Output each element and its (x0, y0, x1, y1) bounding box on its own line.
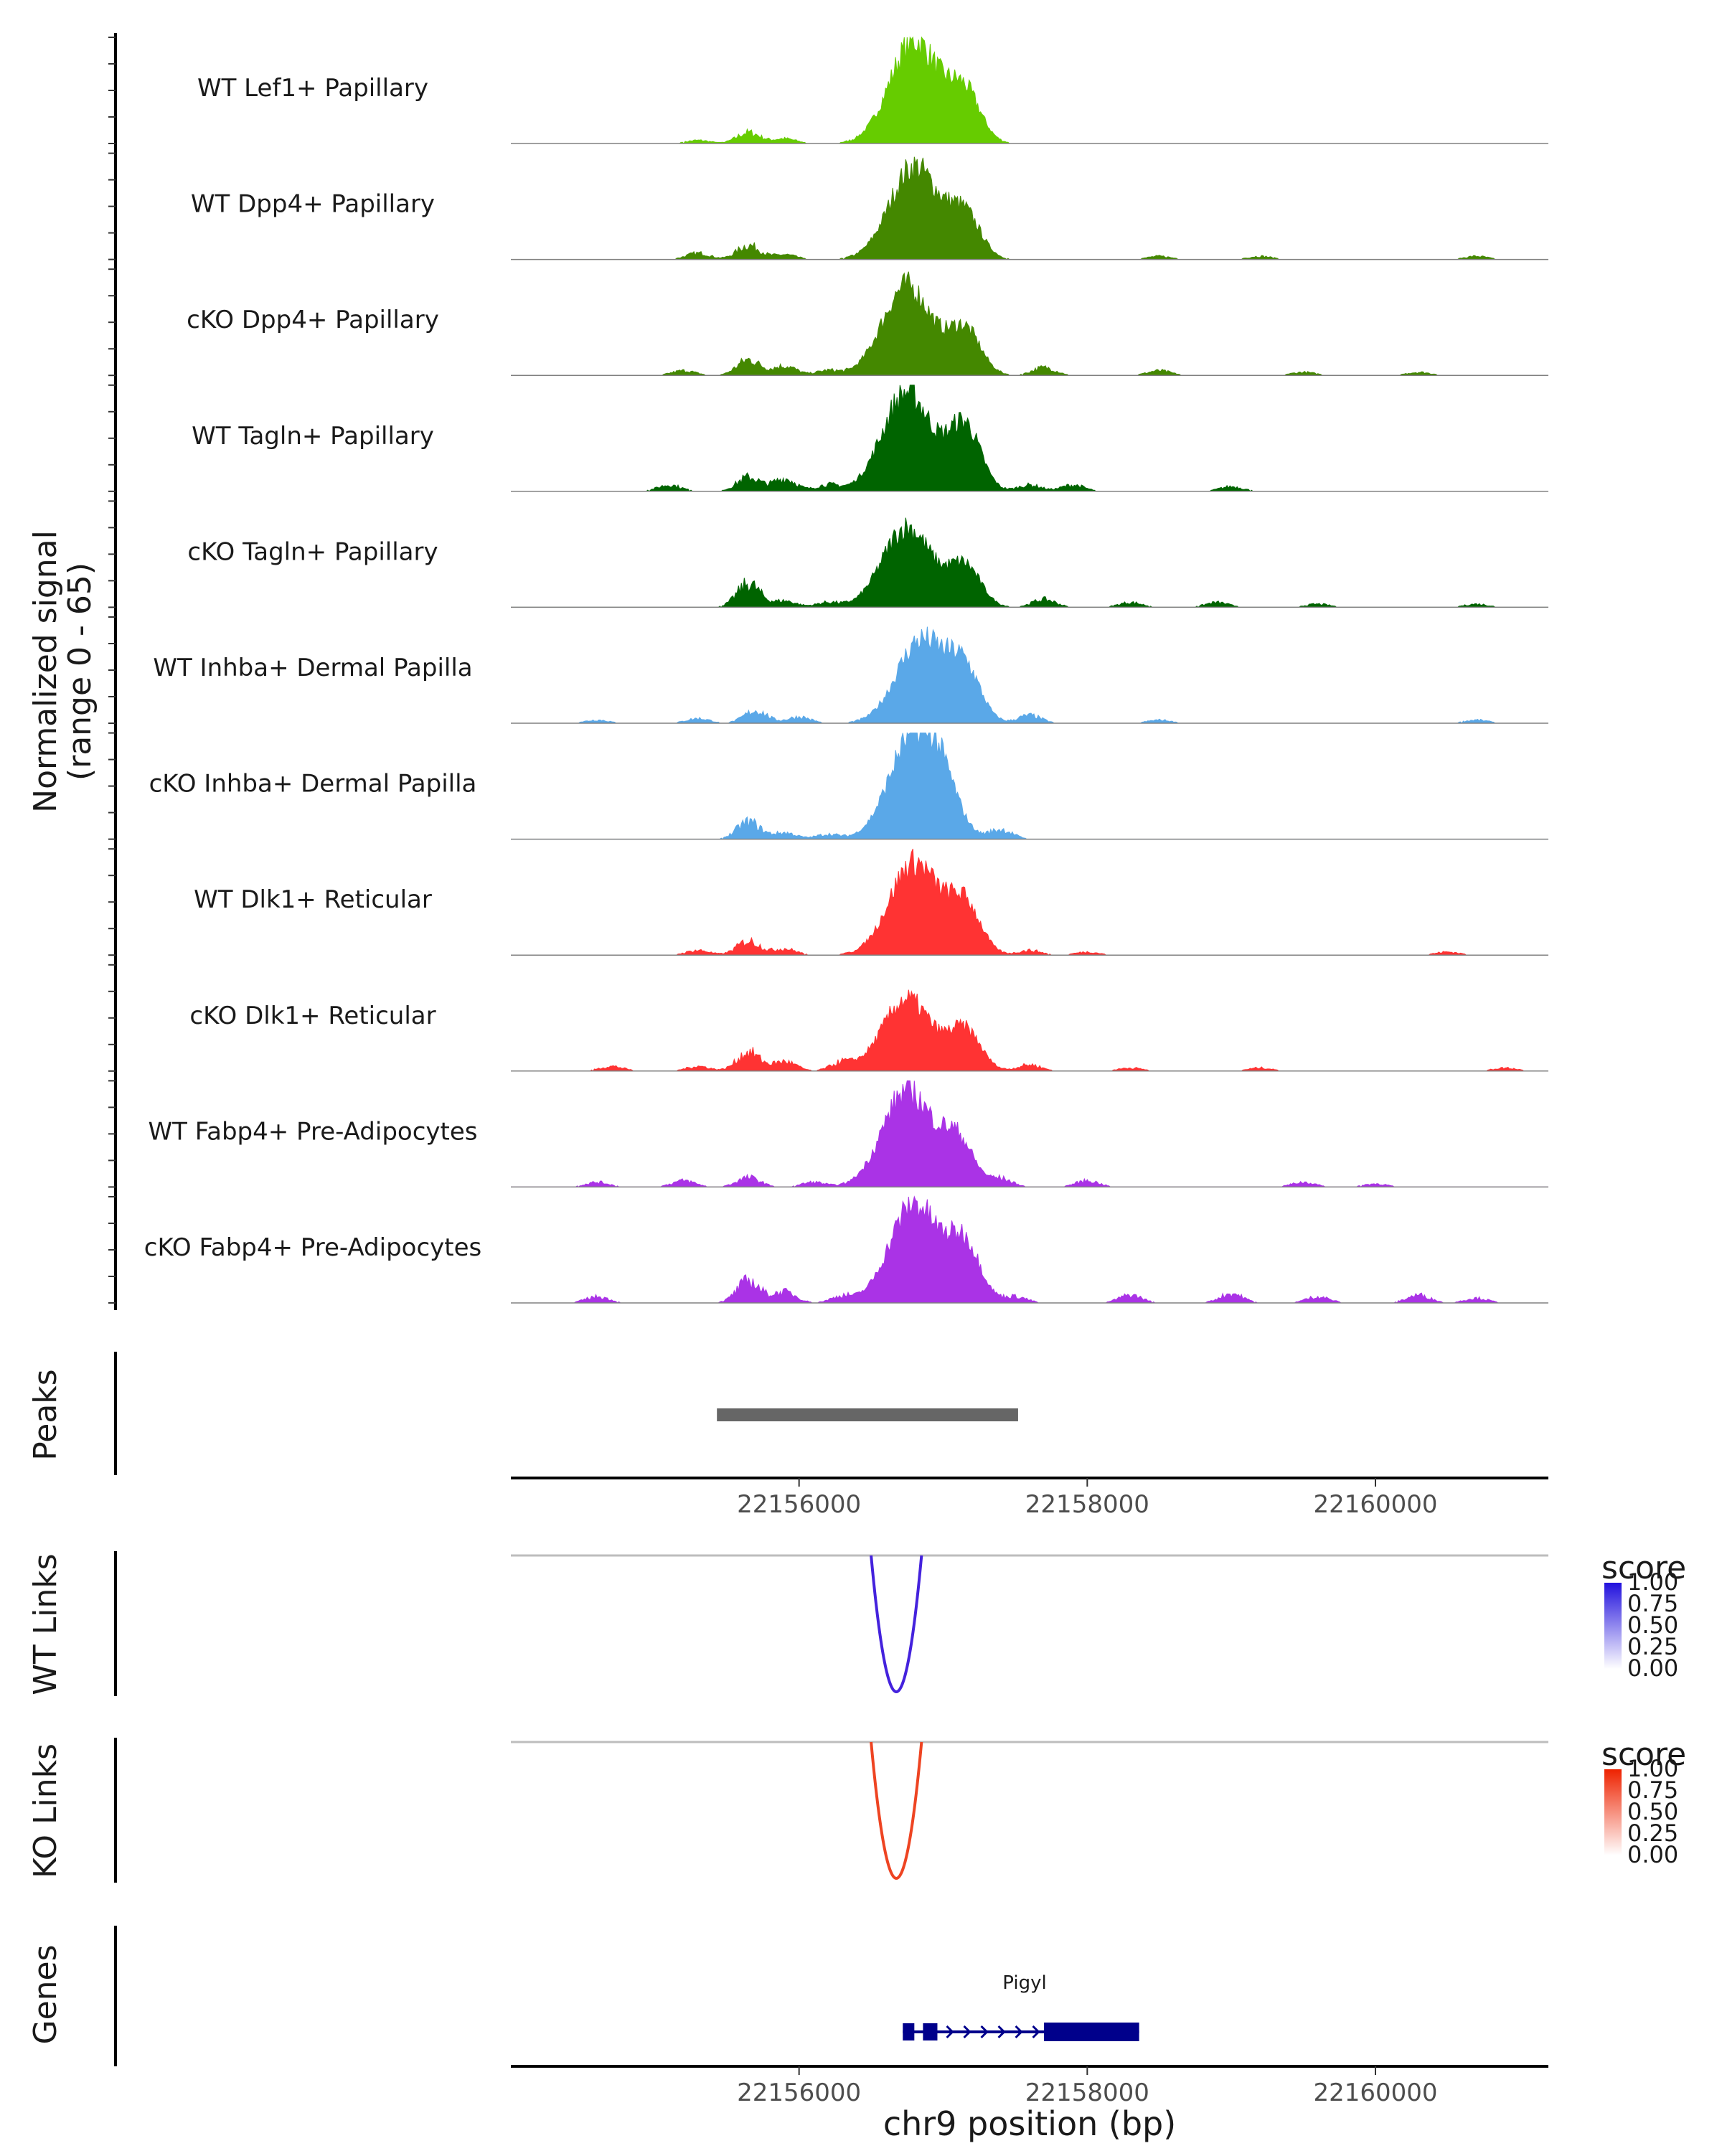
peaks-label: Peaks (27, 1369, 64, 1460)
links-label-text: WT Links (27, 1553, 64, 1695)
genes-label-text: Genes (27, 1944, 64, 2044)
track-label: WT Fabp4+ Pre-Adipocytes (149, 1117, 478, 1146)
track-label: cKO Dpp4+ Papillary (187, 306, 439, 334)
track-label: cKO Dlk1+ Reticular (189, 1002, 436, 1030)
track-label: cKO Fabp4+ Pre-Adipocytes (144, 1233, 482, 1262)
links-label: WT Links (27, 1553, 64, 1695)
genes-panel: Genes Pigyl (27, 1926, 1139, 2066)
x-axis-title: chr9 position (bp) (883, 2104, 1176, 2143)
coverage-tracks: WT Lef1+ Papillary WT Dpp4+ Papillary cKO … (144, 36, 1548, 1304)
legend-tick-label: 0.50 (1627, 1611, 1678, 1639)
y-label-line2: (range 0 - 65) (62, 562, 98, 781)
legend-colorbar (1604, 1583, 1622, 1669)
coverage-area (511, 849, 1548, 956)
coverage-track: WT Tagln+ Papillary (192, 385, 1548, 492)
gene-model: Pigyl (903, 1972, 1139, 2041)
track-label: WT Dpp4+ Papillary (191, 190, 435, 219)
coverage-area (511, 1080, 1548, 1188)
legend-tick-label: 0.25 (1627, 1820, 1678, 1847)
track-label: WT Lef1+ Papillary (197, 74, 428, 103)
coverage-area (511, 517, 1548, 608)
coverage-track: WT Inhba+ Dermal Papilla (153, 626, 1548, 724)
link-arc (870, 1741, 923, 1880)
x-tick-label: 22158000 (1025, 1490, 1149, 1519)
coverage-area (511, 36, 1548, 144)
coverage-track: WT Lef1+ Papillary (197, 36, 1548, 144)
peaks-panel: Peaks (27, 1352, 1018, 1475)
track-label: WT Inhba+ Dermal Papilla (153, 654, 472, 682)
coverage-area (511, 732, 1548, 840)
legend-tick-label: 0.75 (1627, 1776, 1678, 1804)
peaks-label-text: Peaks (27, 1369, 64, 1460)
x-tick-label: 22158000 (1025, 2079, 1149, 2107)
track-label: cKO Inhba+ Dermal Papilla (149, 770, 477, 799)
track-label: WT Tagln+ Papillary (192, 422, 434, 451)
gene-exon (1044, 2023, 1139, 2041)
gene-exon (923, 2023, 938, 2040)
legend-tick-label: 1.00 (1627, 1568, 1678, 1596)
coverage-area (511, 385, 1548, 492)
gene-strand-arrow (997, 2025, 1006, 2039)
coverage-track: WT Dlk1+ Reticular (194, 849, 1548, 956)
coverage-area (511, 156, 1548, 260)
gene-strand-arrow (1032, 2025, 1040, 2039)
track-label: WT Dlk1+ Reticular (194, 885, 432, 914)
links-label: KO Links (27, 1743, 64, 1878)
peaks-x-axis: 22156000 22158000 22160000 (511, 1477, 1548, 1519)
links-label-text: KO Links (27, 1743, 64, 1878)
gene-strand-arrow (980, 2025, 989, 2039)
coverage-area (511, 989, 1548, 1072)
coverage-area (511, 626, 1548, 724)
legend-title: score (1601, 1736, 1686, 1773)
coverage-track: cKO Fabp4+ Pre-Adipocytes (144, 1195, 1548, 1304)
x-tick-label: 22156000 (737, 1490, 861, 1519)
coverage-track: WT Fabp4+ Pre-Adipocytes (149, 1080, 1548, 1188)
coverage-track: cKO Dpp4+ Papillary (187, 271, 1548, 376)
x-tick-label: 22156000 (737, 2079, 861, 2107)
legend-tick-label: 1.00 (1627, 1755, 1678, 1782)
gene-strand-arrow (963, 2025, 971, 2039)
gene-strand-arrow (1015, 2025, 1023, 2039)
legend-colorbar (1604, 1769, 1622, 1855)
coverage-y-label: Normalized signal(range 0 - 65) (27, 530, 98, 813)
x-tick-label: 22160000 (1313, 1490, 1437, 1519)
coverage-track: cKO Tagln+ Papillary (187, 517, 1548, 608)
genes-label: Genes (27, 1944, 64, 2044)
legend-tick-label: 0.75 (1627, 1590, 1678, 1617)
gene-exon (903, 2023, 915, 2040)
coverage-track: cKO Inhba+ Dermal Papilla (149, 732, 1548, 840)
x-tick-label: 22160000 (1313, 2079, 1437, 2107)
link-arc (870, 1555, 923, 1693)
coverage-track: WT Dpp4+ Papillary (191, 156, 1548, 260)
coverage-area (511, 1195, 1548, 1304)
legend-tick-label: 0.50 (1627, 1798, 1678, 1825)
legend-tick-label: 0.00 (1627, 1654, 1678, 1682)
y-label-line1: Normalized signal (27, 530, 64, 813)
coverage-area (511, 271, 1548, 376)
legend-tick-label: 0.25 (1627, 1633, 1678, 1660)
coverage-track: cKO Dlk1+ Reticular (189, 989, 1548, 1072)
legend-tick-label: 0.00 (1627, 1841, 1678, 1868)
legend-title: score (1601, 1550, 1686, 1586)
genes-x-axis: 22156000 22158000 22160000 (511, 2065, 1548, 2107)
gene-strand-arrow (946, 2025, 954, 2039)
gene-name: Pigyl (1002, 1972, 1046, 1994)
track-label: cKO Tagln+ Papillary (187, 537, 438, 566)
peak-region (717, 1408, 1018, 1421)
